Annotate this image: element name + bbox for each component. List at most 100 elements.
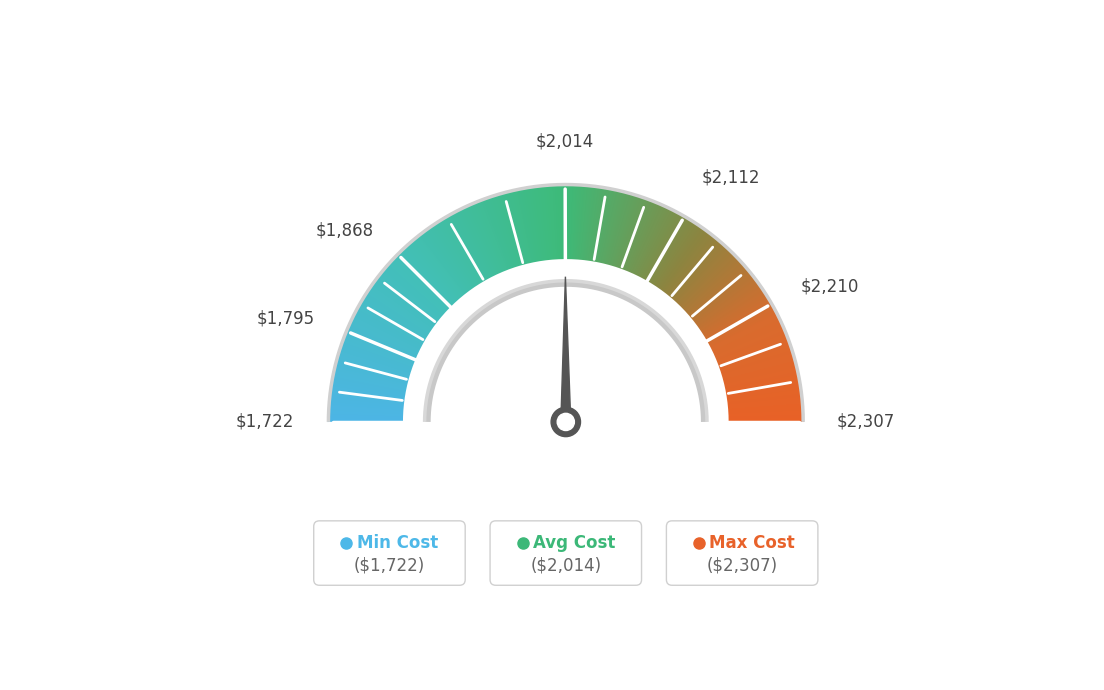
Wedge shape [678,280,757,339]
Wedge shape [335,366,429,390]
Wedge shape [425,230,484,309]
Wedge shape [508,191,532,286]
Wedge shape [359,304,444,353]
Wedge shape [432,226,487,306]
Wedge shape [704,384,800,400]
Wedge shape [697,338,788,373]
Wedge shape [701,357,795,384]
Wedge shape [338,353,432,382]
Wedge shape [378,277,455,337]
Wedge shape [397,253,467,323]
Wedge shape [694,326,784,366]
Wedge shape [615,200,651,291]
Wedge shape [605,194,634,288]
Wedge shape [664,253,733,322]
Wedge shape [676,275,753,335]
Polygon shape [328,422,804,535]
Wedge shape [704,385,800,401]
Wedge shape [692,317,779,361]
Wedge shape [506,192,531,286]
Wedge shape [668,259,739,326]
Wedge shape [703,373,798,393]
Wedge shape [591,188,609,284]
Wedge shape [390,262,463,328]
Wedge shape [546,186,555,282]
Wedge shape [355,311,442,357]
Wedge shape [570,185,574,282]
Wedge shape [667,257,737,326]
Text: $2,210: $2,210 [802,278,860,296]
Wedge shape [584,186,598,283]
Wedge shape [332,376,428,395]
Wedge shape [487,198,520,290]
Wedge shape [488,197,520,290]
Text: ($2,014): ($2,014) [530,557,602,575]
Wedge shape [507,192,532,286]
Wedge shape [470,204,510,293]
Wedge shape [443,218,493,302]
Wedge shape [431,226,487,307]
Wedge shape [624,206,666,295]
Wedge shape [385,267,459,331]
Wedge shape [572,185,577,282]
Wedge shape [595,190,616,285]
Wedge shape [701,363,796,388]
Wedge shape [690,313,777,358]
Wedge shape [619,203,658,293]
Text: $2,014: $2,014 [535,132,594,150]
Wedge shape [341,344,434,377]
Wedge shape [603,193,629,287]
Wedge shape [337,357,431,384]
Wedge shape [672,267,746,331]
Wedge shape [371,286,452,342]
Wedge shape [328,417,426,420]
Wedge shape [593,189,613,284]
Wedge shape [627,209,671,297]
Wedge shape [340,346,433,378]
Text: ($1,722): ($1,722) [353,557,425,575]
Wedge shape [521,188,540,284]
Wedge shape [705,407,803,414]
Wedge shape [637,217,687,302]
Wedge shape [402,250,469,321]
Wedge shape [691,317,779,360]
Wedge shape [333,374,428,394]
Wedge shape [520,189,540,284]
Wedge shape [495,195,524,288]
Wedge shape [682,288,763,344]
Wedge shape [342,340,434,375]
Wedge shape [581,186,592,283]
Wedge shape [402,249,470,320]
Wedge shape [599,191,624,286]
Wedge shape [689,310,776,356]
Wedge shape [346,332,436,370]
Wedge shape [705,417,804,420]
Text: Max Cost: Max Cost [710,534,795,552]
Wedge shape [343,338,435,373]
Wedge shape [669,260,741,327]
Wedge shape [340,348,433,380]
Wedge shape [705,398,803,408]
Wedge shape [594,190,615,285]
Wedge shape [702,365,797,389]
Wedge shape [338,356,432,384]
Wedge shape [590,188,606,284]
Wedge shape [505,193,530,286]
Wedge shape [329,407,426,414]
Wedge shape [669,262,742,328]
Wedge shape [575,185,583,282]
Wedge shape [426,229,484,308]
Wedge shape [705,421,804,422]
Wedge shape [517,190,538,285]
Wedge shape [344,336,435,372]
Wedge shape [374,280,454,339]
Wedge shape [354,313,442,358]
Wedge shape [379,275,456,336]
Wedge shape [331,386,427,402]
Wedge shape [645,226,700,306]
Wedge shape [392,259,464,326]
Wedge shape [372,284,452,342]
Wedge shape [636,217,686,301]
Wedge shape [571,185,576,282]
Wedge shape [576,185,584,282]
